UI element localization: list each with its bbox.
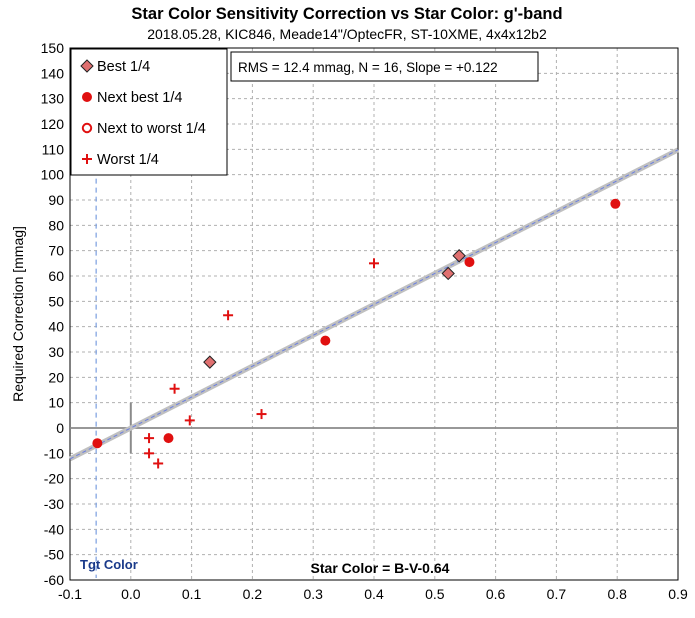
x-tick-label: 0.4 (364, 586, 384, 602)
y-tick-label: -20 (44, 471, 64, 487)
legend-marker-open-circle (81, 122, 93, 134)
x-tick-label: 0.1 (182, 586, 202, 602)
point-plus (223, 310, 234, 321)
y-tick-label: 80 (48, 217, 64, 233)
point-diamond (203, 355, 217, 369)
x-axis-label: Star Color = B-V-0.64 (311, 560, 450, 576)
x-tick-label: 0.8 (607, 586, 627, 602)
fit-line-dashed (69, 149, 679, 460)
point-plus (144, 433, 155, 444)
stats-text: RMS = 12.4 mmag, N = 16, Slope = +0.122 (238, 60, 498, 75)
stats-box: RMS = 12.4 mmag, N = 16, Slope = +0.122 (230, 51, 539, 82)
y-tick-label: -30 (44, 496, 64, 512)
x-tick-label: 0.9 (668, 586, 688, 602)
point-plus (169, 383, 180, 394)
y-tick-label: 40 (48, 319, 64, 335)
y-tick-label: -60 (44, 572, 64, 588)
x-tick-label: -0.1 (58, 586, 82, 602)
point-circle (320, 335, 331, 346)
y-tick-label: 150 (41, 40, 65, 56)
y-axis-label: Required Correction [mmag] (10, 226, 26, 402)
stats-box-frame (230, 51, 539, 82)
axes: -0.1 0.0 0.1 0.2 0.3 0.4 0.5 0.6 0.7 0.8 0.9 -60 -50… (41, 40, 688, 602)
point-diamond (452, 249, 466, 263)
point-plus (184, 415, 195, 426)
point-circle (610, 198, 621, 209)
x-tick-label: 0.7 (547, 586, 567, 602)
y-tick-label: 0 (56, 420, 64, 436)
point-diamond (441, 266, 455, 281)
legend: Best 1/4 Next best 1/4 Next to worst 1/4 Wo… (70, 48, 228, 176)
y-tick-label: 50 (48, 293, 64, 309)
y-tick-label: 70 (48, 243, 64, 259)
y-tick-label: 120 (41, 116, 65, 132)
point-circle (163, 433, 174, 444)
legend-marker-plus (82, 154, 92, 164)
point-circle (464, 257, 475, 268)
y-tick-label: -10 (44, 445, 64, 461)
y-tick-label: 20 (48, 369, 64, 385)
x-tick-label: 0.2 (243, 586, 263, 602)
y-tick-label: 30 (48, 344, 64, 360)
legend-marker-diamond (80, 59, 94, 73)
chart-title: Star Color Sensitivity Correction vs Sta… (131, 5, 562, 23)
legend-label: Worst 1/4 (97, 152, 159, 168)
legend-label: Next best 1/4 (97, 90, 182, 106)
x-tick-label: 0.0 (121, 586, 141, 602)
chart-subtitle: 2018.05.28, KIC846, Meade14"/OptecFR, ST… (147, 26, 547, 42)
grid (70, 48, 678, 580)
legend-frame (70, 48, 228, 176)
legend-label: Next to worst 1/4 (97, 121, 206, 137)
y-tick-label: 90 (48, 192, 64, 208)
point-circle (92, 438, 103, 449)
y-tick-label: 110 (42, 141, 65, 157)
y-tick-label: 60 (48, 268, 64, 284)
fit-lines (68, 147, 680, 462)
y-tick-label: -40 (44, 521, 64, 537)
target-color-label: Tgt Color (80, 557, 138, 572)
legend-marker-circle (82, 92, 92, 102)
plot-frame (69, 47, 679, 581)
y-tick-label: 10 (48, 395, 64, 411)
y-tick-label: 140 (41, 65, 65, 81)
y-tick-label: 100 (41, 167, 65, 183)
x-tick-label: 0.3 (303, 586, 323, 602)
data-points (92, 198, 621, 469)
point-plus (256, 409, 267, 420)
point-plus (369, 258, 379, 269)
legend-label: Best 1/4 (97, 59, 150, 75)
y-tick-label: 130 (41, 91, 65, 107)
y-tick-label: -50 (44, 547, 64, 563)
x-tick-label: 0.6 (486, 586, 506, 602)
x-tick-label: 0.5 (425, 586, 445, 602)
point-plus (144, 448, 155, 459)
point-plus (153, 458, 164, 469)
